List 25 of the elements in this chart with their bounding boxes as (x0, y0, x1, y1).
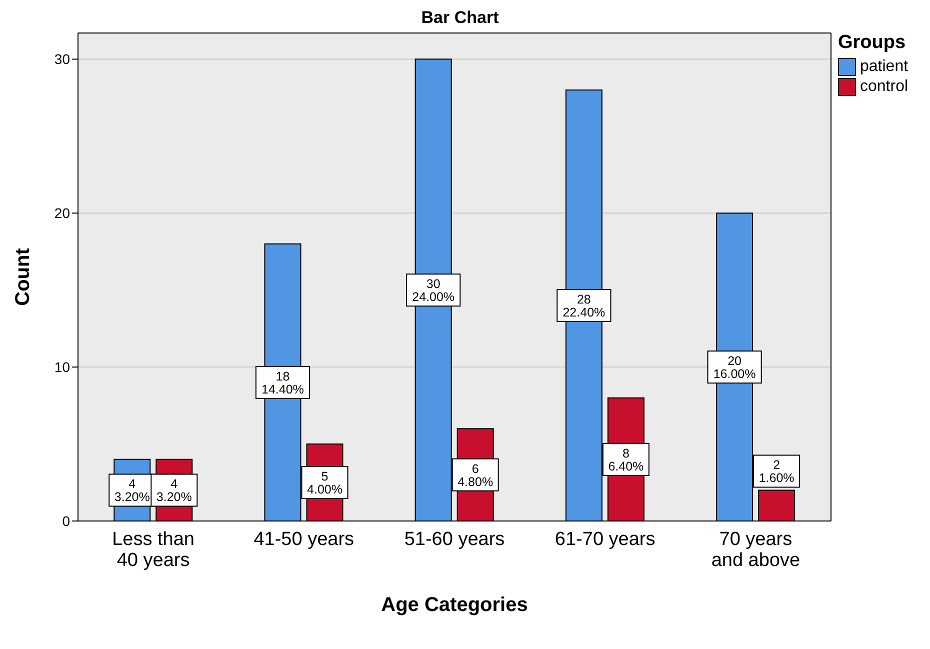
data-label: 4 3.20% (156, 477, 192, 504)
x-tick-label: 41-50 years (254, 529, 354, 550)
data-label: 4 3.20% (114, 477, 150, 504)
y-tick-label: 20 (54, 205, 70, 222)
y-tick-label: 30 (54, 51, 70, 68)
data-label: 18 14.40% (262, 369, 304, 396)
y-tick-label: 10 (54, 359, 70, 376)
data-label: 6 4.80% (458, 462, 494, 489)
x-tick-label: 61-70 years (554, 529, 656, 550)
y-axis-title: Count (12, 248, 34, 306)
data-label: 28 22.40% (562, 292, 606, 320)
x-tick-label: 70 years and above (711, 529, 800, 571)
chart-title: Bar Chart (420, 8, 500, 28)
x-axis-title: Age Categories (381, 594, 528, 616)
data-label: 20 16.00% (713, 354, 756, 382)
legend-label: control (859, 78, 910, 96)
x-tick-label: 51-60 years (404, 529, 505, 550)
data-label: 8 6.40% (608, 446, 644, 474)
data-label: 30 24.00% (412, 277, 455, 304)
data-label: 5 4.00% (307, 470, 342, 497)
x-tick-label: Less than 40 years (112, 529, 195, 571)
data-label: 2 1.60% (758, 458, 794, 486)
legend-title: Groups (838, 32, 907, 54)
y-tick-label: 0 (62, 512, 70, 529)
legend-label: patient (859, 58, 910, 76)
